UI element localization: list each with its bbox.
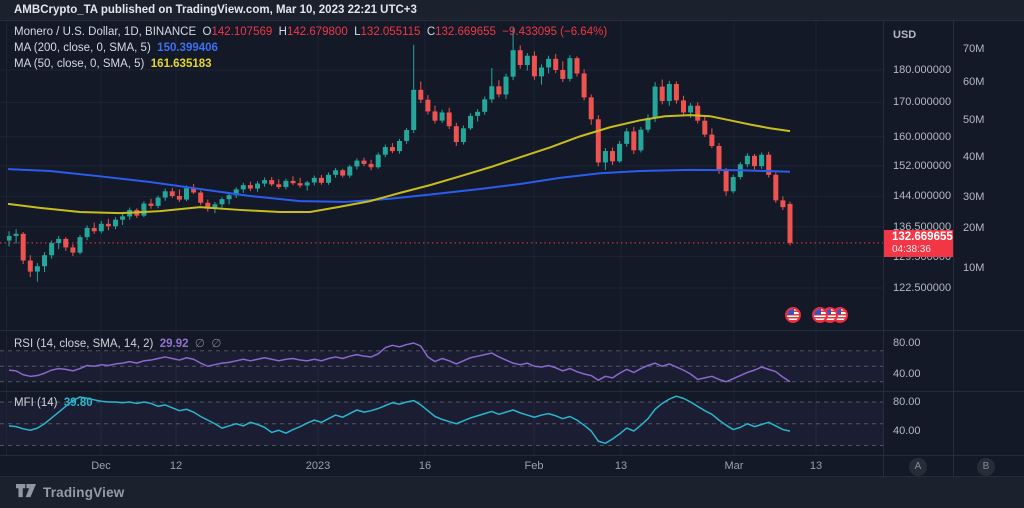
- volume-axis-label: 50M: [963, 114, 985, 126]
- bottom-divider: [0, 476, 1024, 477]
- volume-axis-label: 40M: [963, 151, 985, 163]
- volume-axis[interactable]: 70M 60M 50M 40M 30M 20M 10M: [954, 20, 1024, 456]
- ma50-value: 161.635183: [150, 58, 212, 70]
- close-label: C: [426, 26, 436, 38]
- chart-area[interactable]: Monero / U.S. Dollar, 1D, BINANCE O142.1…: [0, 20, 1024, 477]
- footer-bar: TradingView: [0, 477, 1024, 508]
- time-axis-tick: Feb: [524, 460, 544, 472]
- mfi-pane-canvas[interactable]: [0, 392, 883, 456]
- legend: Monero / U.S. Dollar, 1D, BINANCE O142.1…: [14, 24, 607, 72]
- price-axis-label: 152.000000: [893, 159, 952, 172]
- time-axis-divider: [0, 455, 1024, 456]
- pane-left-border: [6, 20, 7, 477]
- rsi-legend[interactable]: RSI (14, close, SMA, 14, 2) 29.92 ∅ ∅: [14, 336, 221, 350]
- high-value: 142.679800: [286, 26, 348, 38]
- price-axis-label: 160.000000: [893, 130, 952, 143]
- close-value: 132.669655: [435, 26, 496, 38]
- time-axis-tick: Mar: [724, 460, 744, 472]
- us-flag-icon[interactable]: [785, 307, 801, 323]
- rsi-pane-divider[interactable]: [0, 330, 1024, 331]
- price-axis-label: 170.000000: [893, 96, 952, 109]
- rsi-title[interactable]: RSI (14, close, SMA, 14, 2): [14, 338, 154, 350]
- ma50-row[interactable]: MA (50, close, 0, SMA, 5) 161.635183: [14, 56, 607, 72]
- volume-axis-label: 60M: [963, 76, 985, 88]
- price-axis-label: 180.000000: [893, 64, 952, 76]
- time-axis-tick: Dec: [91, 460, 111, 472]
- rsi-axis-label: 40.00: [893, 368, 921, 380]
- open-value: 142.107569: [211, 26, 273, 38]
- change-value: −9.433095 (−6.64%): [502, 26, 608, 38]
- volume-axis-border: [953, 20, 954, 477]
- mfi-legend[interactable]: MFI (14) 39.80: [14, 397, 93, 409]
- open-label: O: [202, 26, 212, 38]
- tradingview-logo-icon: [16, 484, 36, 498]
- tradingview-brand-text: TradingView: [43, 485, 125, 500]
- volume-axis-label: 70M: [963, 43, 985, 55]
- volume-axis-label: 20M: [963, 222, 985, 234]
- scale-a-button[interactable]: A: [909, 457, 927, 476]
- tradingview-logo[interactable]: TradingView: [16, 484, 124, 501]
- mfi-pane-divider[interactable]: [0, 391, 1024, 392]
- symbol-row[interactable]: Monero / U.S. Dollar, 1D, BINANCE O142.1…: [14, 24, 607, 40]
- mfi-title[interactable]: MFI (14): [14, 397, 58, 409]
- attribution-text: AMBCrypto_TA published on TradingView.co…: [14, 4, 417, 16]
- us-flag-icon[interactable]: [812, 307, 828, 323]
- price-axis-label: 144.000000: [893, 190, 952, 203]
- rsi-empty-value-1: ∅: [194, 338, 205, 350]
- price-axis[interactable]: USD 180.000000 170.000000 160.000000 152.00…: [883, 20, 953, 456]
- bar-countdown: 04:38:36: [892, 243, 931, 255]
- mfi-value: 39.80: [63, 397, 93, 409]
- low-value: 132.055115: [360, 26, 421, 38]
- price-pane-canvas[interactable]: [0, 20, 883, 331]
- time-axis-tick: 12: [169, 460, 183, 472]
- price-axis-border: [883, 20, 884, 477]
- attribution-bar: AMBCrypto_TA published on TradingView.co…: [0, 0, 1024, 20]
- last-price-value: 132.669655: [892, 230, 953, 243]
- rsi-empty-value-2: ∅: [211, 338, 222, 350]
- rsi-pane-canvas[interactable]: [0, 331, 883, 392]
- symbol-title[interactable]: Monero / U.S. Dollar, 1D, BINANCE: [14, 26, 197, 38]
- scale-b-button[interactable]: B: [977, 457, 995, 476]
- volume-axis-label: 30M: [963, 191, 985, 203]
- ma50-label[interactable]: MA (50, close, 0, SMA, 5): [14, 58, 145, 70]
- rsi-value: 29.92: [159, 338, 189, 350]
- time-axis-tick: 2023: [305, 460, 331, 472]
- time-axis[interactable]: Dec 12 2023 16 Feb 13 Mar 13 A B: [0, 456, 1024, 477]
- ma200-label[interactable]: MA (200, close, 0, SMA, 5): [14, 42, 151, 54]
- last-price-badge: 132.669655 04:38:36: [883, 229, 953, 257]
- price-axis-label: 136.500000: [893, 220, 952, 233]
- mfi-axis-label: 40.00: [893, 425, 921, 437]
- ma200-value: 150.399406: [157, 42, 218, 54]
- time-axis-tick: 16: [418, 460, 432, 472]
- price-axis-label: 122.500000: [893, 282, 952, 294]
- volume-axis-label: 10M: [963, 262, 985, 274]
- rsi-axis-label: 80.00: [893, 337, 921, 349]
- price-axis-unit: USD: [893, 29, 917, 41]
- mfi-axis-label: 80.00: [893, 396, 921, 408]
- time-axis-tick: 13: [809, 460, 823, 472]
- time-axis-tick: 13: [614, 460, 628, 472]
- high-label: H: [278, 26, 287, 38]
- header-divider: [0, 20, 1024, 21]
- ma200-row[interactable]: MA (200, close, 0, SMA, 5) 150.399406: [14, 40, 607, 56]
- low-label: L: [354, 26, 361, 38]
